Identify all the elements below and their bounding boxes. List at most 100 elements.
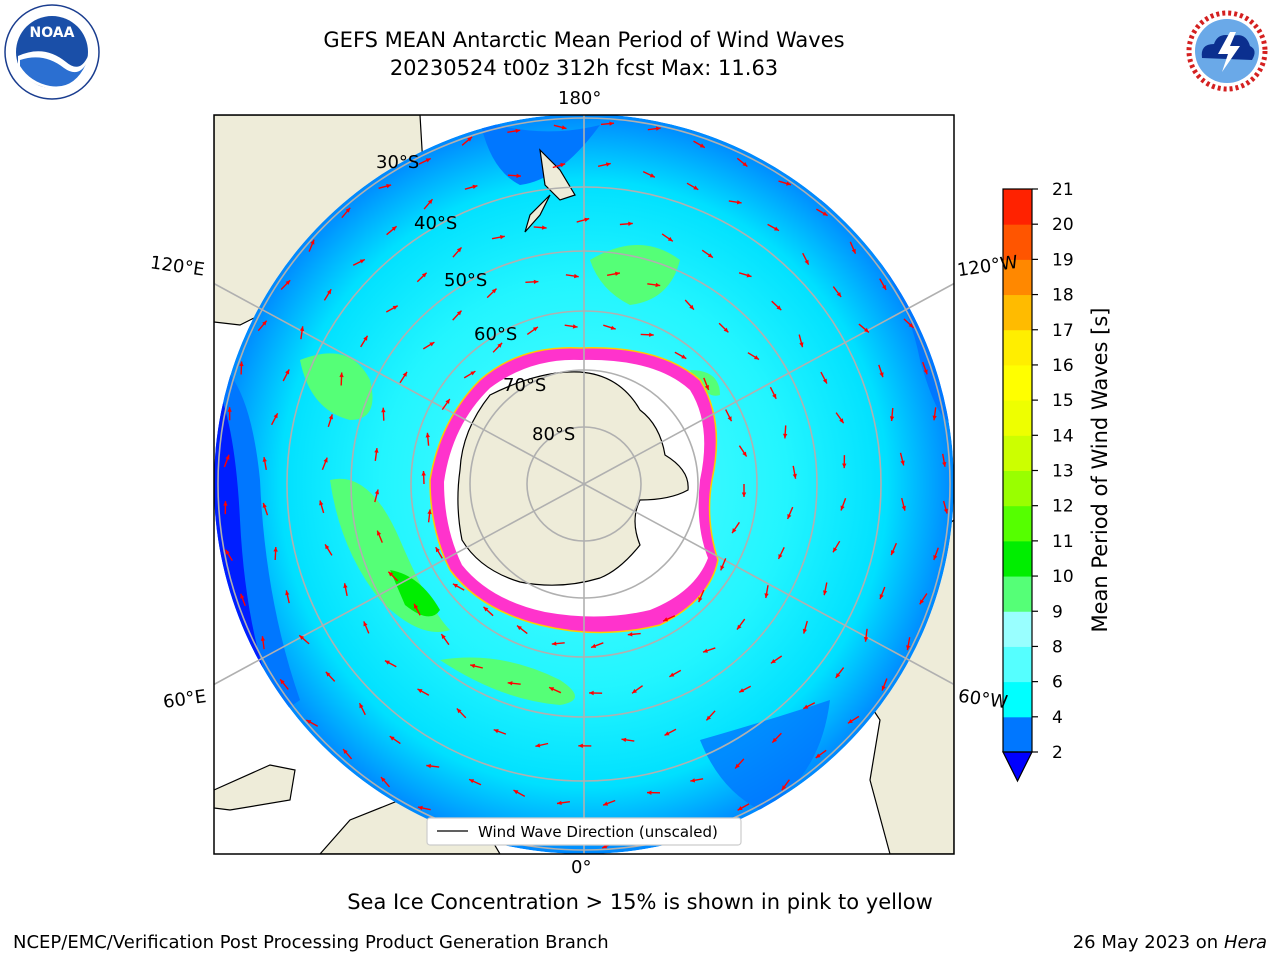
wind-arrow-head: [906, 645, 911, 651]
wind-arrow-head: [414, 603, 419, 609]
wind-arrow-head: [919, 599, 924, 605]
wind-arrow-head: [647, 790, 652, 795]
wind-arrow-head: [363, 335, 368, 341]
wind-arrow-head: [513, 790, 519, 795]
wind-arrow-head: [891, 550, 895, 556]
wind-arrow-head: [260, 636, 266, 641]
wind-arrow-head: [386, 184, 392, 189]
wind-arrow-head: [737, 624, 742, 630]
colorbar-tick-label: 12: [1052, 497, 1074, 517]
lon-label-top: 180°: [558, 88, 602, 109]
colorbar-tick-label: 15: [1052, 391, 1074, 411]
wind-arrow-head: [381, 407, 386, 413]
wind-arrow-head: [239, 361, 244, 367]
noaa-logo-text: NOAA: [30, 25, 75, 41]
wind-arrow-head: [425, 158, 431, 163]
wind-arrow-head: [363, 621, 368, 627]
wind-arrow-head: [262, 503, 267, 508]
colorbar-band: [1003, 470, 1032, 507]
madagascar-land: [214, 764, 296, 811]
wind-arrow-head: [467, 136, 473, 142]
wind-arrow-head: [327, 289, 332, 295]
wind-arrow-head: [778, 554, 783, 559]
wind-arrow-head: [741, 492, 747, 497]
wind-arrow-head: [285, 280, 291, 285]
wind-arrow-head: [561, 125, 567, 130]
wind-arrow-head: [772, 393, 777, 399]
wind-arrow-head: [792, 473, 797, 479]
wind-arrow-head: [325, 671, 331, 677]
colorbar-tick-label: 20: [1052, 215, 1074, 235]
wind-arrow-head: [319, 500, 324, 506]
wind-arrow-head: [615, 271, 620, 276]
wind-arrow-head: [732, 528, 737, 534]
colorbar-band: [1003, 646, 1032, 683]
wind-arrow-head: [535, 743, 541, 748]
wind-arrow-head: [663, 617, 669, 622]
wind-arrow-head: [720, 565, 725, 571]
colorbar-tick-label: 18: [1052, 286, 1074, 306]
wind-arrow-head: [572, 324, 578, 329]
legend-label: Wind Wave Direction (unscaled): [478, 823, 718, 841]
wind-arrow-head: [901, 505, 906, 511]
wind-arrow-head: [882, 284, 887, 290]
colorbar-band: [1003, 259, 1032, 296]
wind-arrow-head: [742, 162, 748, 167]
wind-arrow-head: [835, 673, 841, 678]
wind-arrow-head: [384, 660, 390, 665]
wind-arrow-head: [727, 416, 732, 422]
noaa-logo: NOAA: [4, 4, 100, 100]
wind-arrow-head: [343, 749, 348, 754]
colorbar-label: Mean Period of Wind Waves [s]: [1088, 308, 1112, 633]
wind-arrow-head: [532, 326, 538, 332]
wind-arrow-head: [803, 704, 809, 709]
wind-arrow-head: [627, 632, 633, 637]
colorbar-band: [1003, 224, 1032, 260]
colorbar-band: [1003, 540, 1032, 577]
wind-arrow-head: [472, 184, 478, 189]
wind-arrow-head: [781, 785, 787, 791]
wind-arrow-head: [470, 663, 476, 669]
wind-arrow-head: [706, 715, 711, 721]
wind-arrow-head: [923, 369, 928, 375]
wind-arrow-head: [656, 126, 661, 131]
wind-arrow-head: [227, 407, 232, 412]
wind-arrow-head: [299, 635, 305, 640]
wind-arrow-head: [851, 248, 856, 254]
wind-arrow-head: [225, 454, 230, 460]
wind-arrow-head: [392, 305, 398, 310]
wind-arrow-head: [421, 471, 426, 476]
wind-arrow-head: [879, 594, 884, 600]
nws-logo: [1178, 2, 1276, 100]
wind-arrow-head: [456, 247, 462, 253]
lat-label-30: 30°S: [376, 152, 420, 173]
wind-arrow-head: [603, 801, 609, 806]
wind-arrow-head: [863, 637, 869, 642]
wind-arrow-head: [932, 415, 937, 421]
wind-arrow-head: [280, 679, 285, 685]
wind-arrow-head: [735, 763, 740, 769]
wind-arrow-head: [664, 731, 670, 736]
wind-arrow-head: [822, 378, 827, 384]
colorbar-band: [1003, 189, 1032, 225]
wind-arrow-head: [610, 325, 616, 330]
wind-arrow-head: [425, 432, 430, 438]
wind-arrow-head: [943, 508, 948, 514]
wind-arrow-head: [456, 310, 462, 316]
wind-arrow-head: [551, 641, 557, 646]
wind-arrow-head: [497, 342, 503, 348]
colorbar-tick-label: 6: [1052, 673, 1063, 693]
wind-arrow-head: [223, 501, 228, 506]
wind-arrow-head: [493, 729, 499, 734]
wind-arrow-head: [900, 460, 905, 466]
wind-arrow-head: [754, 355, 759, 360]
wind-arrow-head: [739, 688, 745, 693]
wind-arrow-head: [704, 385, 709, 390]
footer-credit: NCEP/EMC/Verification Post Processing Pr…: [13, 932, 609, 953]
footer-date-text: 26 May 2023 on: [1072, 932, 1219, 953]
wind-direction-arrows: [223, 121, 948, 849]
colorbar-tick-label: 9: [1052, 602, 1063, 622]
wind-arrow-head: [507, 681, 513, 686]
wind-arrow-head: [703, 648, 708, 653]
